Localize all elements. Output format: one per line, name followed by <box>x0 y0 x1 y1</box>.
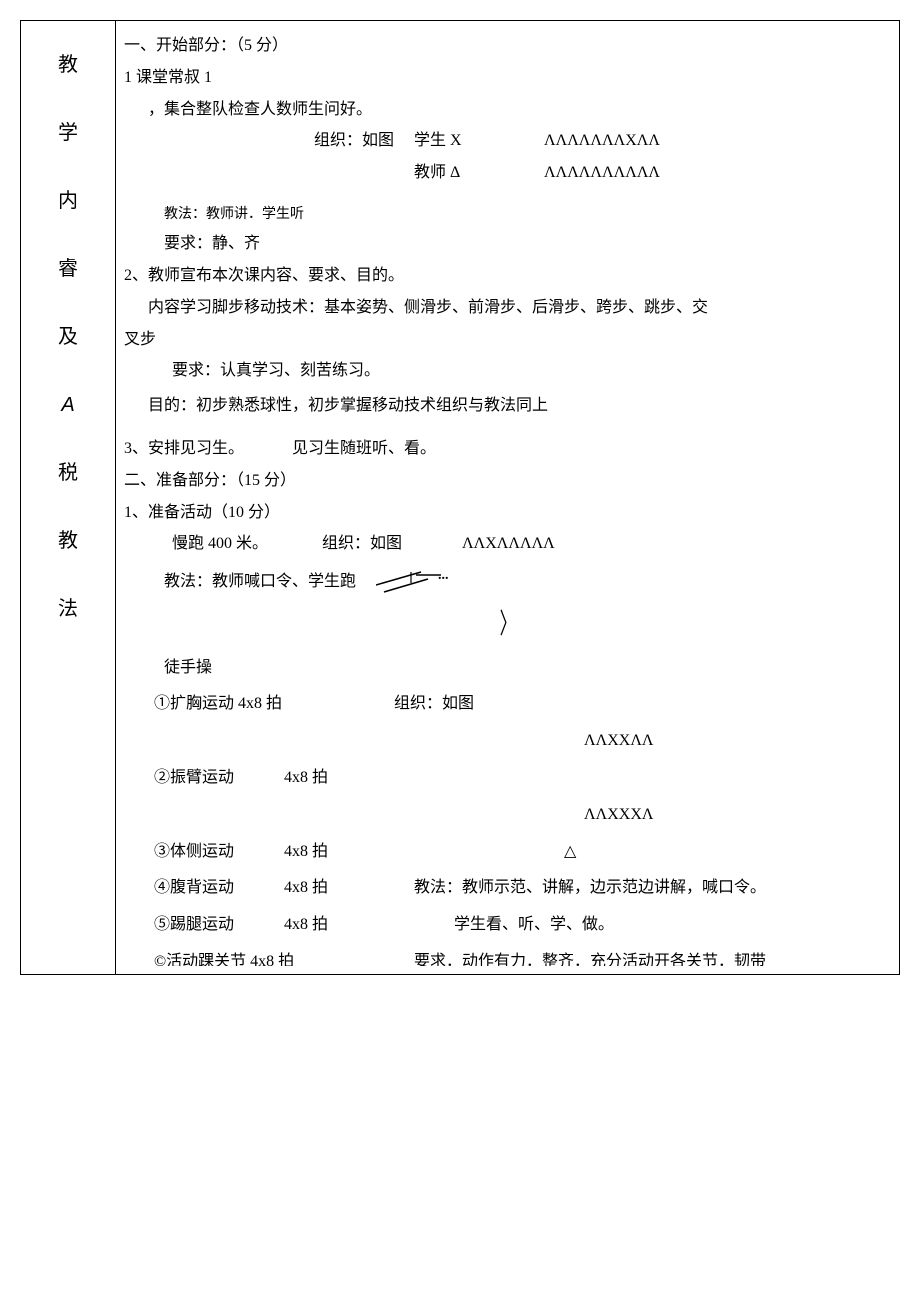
ex5-beat: 4x8 拍 <box>284 911 454 940</box>
req-line: 要求：认真学习、刻苦练习。 <box>124 357 891 386</box>
content-line: 内容学习脚步移动技术：基本姿势、侧滑步、前滑步、后滑步、跨步、跳步、交 <box>124 294 891 323</box>
ex3-beat: 4x8 拍 <box>284 838 564 867</box>
method-text: 教法：教师喊口令、学生跑 <box>164 568 356 597</box>
formation-row-1: 组织：如图 学生 X ΛΛΛΛΛΛΛXΛΛ <box>124 127 891 156</box>
exercise-row-3: ③体侧运动 4x8 拍 △ <box>124 838 891 867</box>
formation2: ΛΛXXXΛ <box>124 801 891 830</box>
jog-row: 慢跑 400 米。 组织：如图 ΛΛXΛΛΛΛΛ <box>124 530 891 559</box>
exercise-row-2: ②振臂运动 4x8 拍 <box>124 764 891 793</box>
ex6-desc: 要求．动作有力．整齐．充分活动开各关节．韧带 <box>414 948 766 966</box>
section2-title: 二、准备部分：（15 分） <box>124 467 891 496</box>
method-row: 教法：教师喊口令、学生跑 ... <box>124 567 891 597</box>
purpose-line: 目的：初步熟悉球性，初步掌握移动技术组织与教法同上 <box>124 392 891 421</box>
method-label: 教法：教师讲．学生听 <box>124 202 891 227</box>
ex5-desc: 学生看、听、学、做。 <box>454 911 614 940</box>
org-label: 组织：如图 <box>124 127 414 156</box>
exercise-row-5: ⑤踢腿运动 4x8 拍 学生看、听、学、做。 <box>124 911 891 940</box>
triangle-icon: △ <box>564 838 576 867</box>
requirement-line: 要求：静、齐 <box>124 230 891 259</box>
jog-formation: ΛΛXΛΛΛΛΛ <box>462 530 555 559</box>
sidebar-char: 税 <box>29 441 107 505</box>
content-line2: 叉步 <box>124 326 891 355</box>
item1-sub: ，集合整队检查人数师生问好。 <box>124 96 891 125</box>
track-diagram: ... <box>376 567 476 597</box>
sidebar-char: 睿 <box>29 237 107 301</box>
teacher-label: 教师 Δ <box>414 159 544 188</box>
svg-text:...: ... <box>438 568 449 583</box>
ex1-org: 组织：如图 <box>394 690 474 719</box>
formation-row-2: 教师 Δ ΛΛΛΛΛΛΛΛΛΛ <box>124 159 891 188</box>
bracket-row: 〉 <box>124 600 891 650</box>
sidebar-char: 内 <box>29 169 107 233</box>
main-table: 教 学 内 睿 及 A 税 教 法 一、开始部分：（5 分） 1 课堂常叔 1 … <box>20 20 900 975</box>
ex5-name: ⑤踢腿运动 <box>154 911 284 940</box>
exercise-row-6: ©活动踝关节 4x8 拍 要求．动作有力．整齐．充分活动开各关节．韧带 <box>124 948 891 966</box>
jog-org: 组织：如图 <box>322 530 462 559</box>
formation1: ΛΛXXΛΛ <box>124 727 891 756</box>
exercise-row-1: ①扩胸运动 4x8 拍 组织：如图 <box>124 690 891 719</box>
page-container: 教 学 内 睿 及 A 税 教 法 一、开始部分：（5 分） 1 课堂常叔 1 … <box>20 20 900 975</box>
sidebar-char: 学 <box>29 101 107 165</box>
section2-item1: 1、准备活动（10 分） <box>124 499 891 528</box>
ex4-name: ④腹背运动 <box>154 874 284 903</box>
item1-label: 1 课堂常叔 1 <box>124 64 891 93</box>
ex2-beat: 4x8 拍 <box>284 764 384 793</box>
item3-desc: 见习生随班听、看。 <box>292 440 436 457</box>
sidebar-char: 教 <box>29 33 107 97</box>
sidebar-char: A <box>29 373 107 437</box>
sidebar-column: 教 学 内 睿 及 A 税 教 法 <box>21 21 116 975</box>
section1-title: 一、开始部分：（5 分） <box>124 32 891 61</box>
teacher-formation: ΛΛΛΛΛΛΛΛΛΛ <box>544 159 660 188</box>
ex3-name: ③体侧运动 <box>154 838 284 867</box>
item3-row: 3、安排见习生。 见习生随班听、看。 <box>124 435 891 464</box>
sidebar-char: 教 <box>29 509 107 573</box>
item3-label: 3、安排见习生。 <box>124 440 244 457</box>
hand-ex: 徒手操 <box>124 654 891 683</box>
jog-text: 慢跑 400 米。 <box>172 530 322 559</box>
item2: 2、教师宣布本次课内容、要求、目的。 <box>124 262 891 291</box>
ex2-name: ②振臂运动 <box>154 764 284 793</box>
ex4-desc: 教法：教师示范、讲解，边示范边讲解，喊口令。 <box>414 874 766 903</box>
ex1-name: ①扩胸运动 4x8 拍 <box>154 690 394 719</box>
student-label: 学生 X <box>414 127 544 156</box>
ex4-beat: 4x8 拍 <box>284 874 414 903</box>
ex6-name: ©活动踝关节 4x8 拍 <box>154 948 414 966</box>
sidebar-char: 法 <box>29 577 107 641</box>
exercise-row-4: ④腹背运动 4x8 拍 教法：教师示范、讲解，边示范边讲解，喊口令。 <box>124 874 891 903</box>
student-formation: ΛΛΛΛΛΛΛXΛΛ <box>544 127 660 156</box>
bracket-icon: 〉 <box>500 600 517 650</box>
sidebar-char: 及 <box>29 305 107 369</box>
content-column: 一、开始部分：（5 分） 1 课堂常叔 1 ，集合整队检查人数师生问好。 组织：… <box>116 21 900 975</box>
